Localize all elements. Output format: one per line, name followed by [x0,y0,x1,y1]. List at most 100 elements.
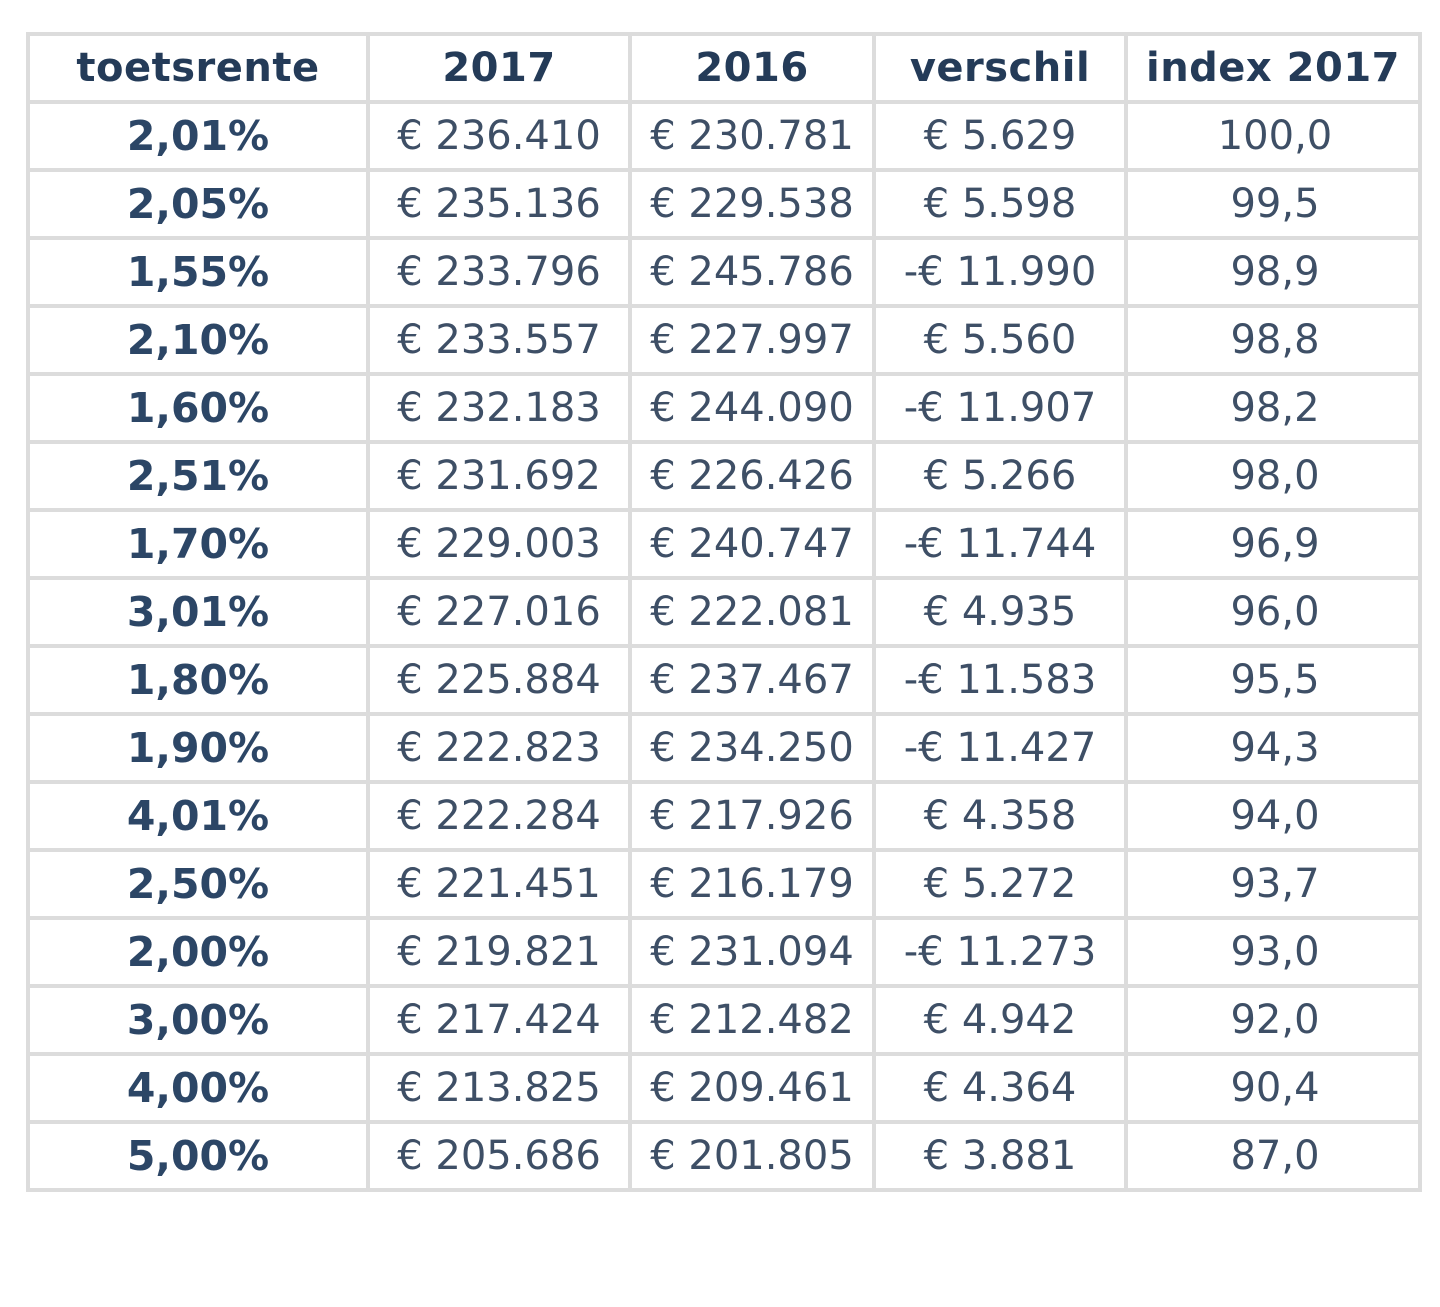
header-row: toetsrente 2017 2016 verschil index 2017 [26,32,1422,104]
table-row: 2,00% € 219.821 € 231.094 -€ 11.273 93,0 [26,916,1422,988]
cell-2017: € 221.451 [366,848,632,920]
cell-2017: € 232.183 [366,372,632,444]
table-row: 1,70% € 229.003 € 240.747 -€ 11.744 96,9 [26,508,1422,580]
cell-2017: € 231.692 [366,440,632,512]
cell-index-2017: 92,0 [1124,984,1422,1056]
data-table-container: toetsrente 2017 2016 verschil index 2017… [26,32,1422,1192]
cell-toetsrente: 1,60% [26,372,370,444]
cell-toetsrente: 1,70% [26,508,370,580]
cell-verschil: € 5.272 [872,848,1128,920]
cell-2016: € 216.179 [628,848,876,920]
header-toetsrente: toetsrente [26,32,370,104]
table-row: 2,51% € 231.692 € 226.426 € 5.266 98,0 [26,440,1422,512]
cell-2016: € 227.997 [628,304,876,376]
cell-index-2017: 99,5 [1124,168,1422,240]
table-row: 2,50% € 221.451 € 216.179 € 5.272 93,7 [26,848,1422,920]
table-row: 4,00% € 213.825 € 209.461 € 4.364 90,4 [26,1052,1422,1124]
cell-2017: € 233.557 [366,304,632,376]
header-2017: 2017 [366,32,632,104]
cell-index-2017: 98,2 [1124,372,1422,444]
cell-toetsrente: 4,00% [26,1052,370,1124]
cell-verschil: € 5.266 [872,440,1128,512]
table-row: 4,01% € 222.284 € 217.926 € 4.358 94,0 [26,780,1422,852]
cell-index-2017: 95,5 [1124,644,1422,716]
cell-verschil: -€ 11.583 [872,644,1128,716]
cell-2017: € 229.003 [366,508,632,580]
cell-2016: € 201.805 [628,1120,876,1192]
cell-toetsrente: 2,10% [26,304,370,376]
cell-index-2017: 100,0 [1124,100,1422,172]
table-row: 1,80% € 225.884 € 237.467 -€ 11.583 95,5 [26,644,1422,716]
cell-index-2017: 94,3 [1124,712,1422,784]
cell-toetsrente: 5,00% [26,1120,370,1192]
cell-verschil: € 3.881 [872,1120,1128,1192]
cell-2016: € 234.250 [628,712,876,784]
cell-verschil: € 4.364 [872,1052,1128,1124]
cell-index-2017: 98,8 [1124,304,1422,376]
cell-toetsrente: 3,00% [26,984,370,1056]
cell-2017: € 213.825 [366,1052,632,1124]
table-body: 2,01% € 236.410 € 230.781 € 5.629 100,0 2,05%… [26,100,1422,1192]
cell-index-2017: 93,0 [1124,916,1422,988]
cell-index-2017: 98,9 [1124,236,1422,308]
table-row: 3,00% € 217.424 € 212.482 € 4.942 92,0 [26,984,1422,1056]
table-row: 2,10% € 233.557 € 227.997 € 5.560 98,8 [26,304,1422,376]
cell-2017: € 222.823 [366,712,632,784]
cell-index-2017: 87,0 [1124,1120,1422,1192]
cell-index-2017: 94,0 [1124,780,1422,852]
table-row: 1,55% € 233.796 € 245.786 -€ 11.990 98,9 [26,236,1422,308]
cell-2016: € 226.426 [628,440,876,512]
table-row: 3,01% € 227.016 € 222.081 € 4.935 96,0 [26,576,1422,648]
cell-verschil: -€ 11.273 [872,916,1128,988]
table-row: 2,05% € 235.136 € 229.538 € 5.598 99,5 [26,168,1422,240]
cell-2017: € 222.284 [366,780,632,852]
cell-toetsrente: 2,01% [26,100,370,172]
cell-index-2017: 96,0 [1124,576,1422,648]
cell-toetsrente: 1,55% [26,236,370,308]
cell-2016: € 209.461 [628,1052,876,1124]
table-header: toetsrente 2017 2016 verschil index 2017 [26,32,1422,104]
cell-2016: € 244.090 [628,372,876,444]
cell-verschil: -€ 11.990 [872,236,1128,308]
cell-toetsrente: 2,00% [26,916,370,988]
cell-verschil: € 4.942 [872,984,1128,1056]
cell-2017: € 205.686 [366,1120,632,1192]
cell-2016: € 212.482 [628,984,876,1056]
cell-verschil: € 4.358 [872,780,1128,852]
cell-2016: € 229.538 [628,168,876,240]
cell-2016: € 222.081 [628,576,876,648]
cell-2017: € 233.796 [366,236,632,308]
cell-index-2017: 96,9 [1124,508,1422,580]
cell-2017: € 236.410 [366,100,632,172]
cell-toetsrente: 1,90% [26,712,370,784]
cell-2016: € 245.786 [628,236,876,308]
cell-index-2017: 90,4 [1124,1052,1422,1124]
cell-verschil: -€ 11.907 [872,372,1128,444]
header-index-2017: index 2017 [1124,32,1422,104]
cell-verschil: € 5.560 [872,304,1128,376]
cell-index-2017: 98,0 [1124,440,1422,512]
cell-2016: € 237.467 [628,644,876,716]
cell-verschil: € 4.935 [872,576,1128,648]
cell-verschil: € 5.598 [872,168,1128,240]
header-2016: 2016 [628,32,876,104]
cell-verschil: -€ 11.744 [872,508,1128,580]
table-row: 1,60% € 232.183 € 244.090 -€ 11.907 98,2 [26,372,1422,444]
cell-2017: € 219.821 [366,916,632,988]
cell-toetsrente: 3,01% [26,576,370,648]
cell-toetsrente: 2,50% [26,848,370,920]
table-row: 1,90% € 222.823 € 234.250 -€ 11.427 94,3 [26,712,1422,784]
cell-2016: € 240.747 [628,508,876,580]
cell-toetsrente: 2,05% [26,168,370,240]
cell-toetsrente: 2,51% [26,440,370,512]
header-verschil: verschil [872,32,1128,104]
cell-toetsrente: 4,01% [26,780,370,852]
cell-2016: € 230.781 [628,100,876,172]
cell-2017: € 235.136 [366,168,632,240]
table-row: 5,00% € 205.686 € 201.805 € 3.881 87,0 [26,1120,1422,1192]
cell-verschil: -€ 11.427 [872,712,1128,784]
table-row: 2,01% € 236.410 € 230.781 € 5.629 100,0 [26,100,1422,172]
cell-2017: € 217.424 [366,984,632,1056]
cell-verschil: € 5.629 [872,100,1128,172]
cell-toetsrente: 1,80% [26,644,370,716]
